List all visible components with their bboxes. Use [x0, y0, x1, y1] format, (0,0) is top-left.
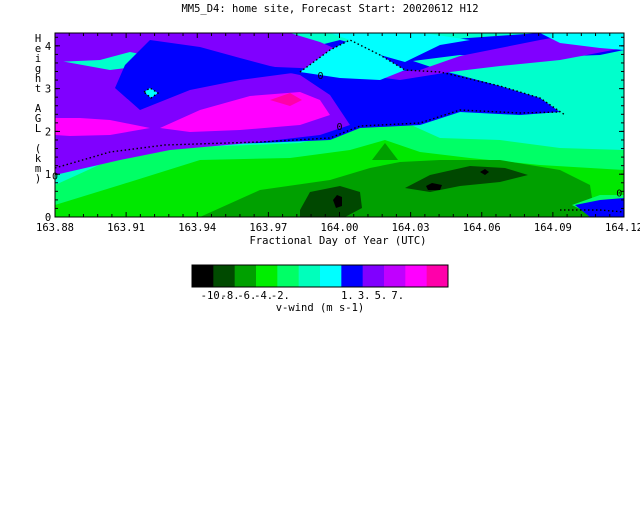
band-neg8-a [300, 186, 362, 217]
colorbar-swatch [256, 265, 278, 287]
colorbar-swatch [277, 265, 300, 287]
x-axis-label: Fractional Day of Year (UTC) [249, 235, 426, 247]
zero-contour-line-1 [55, 109, 561, 169]
colorbar-tick-label: 5. [375, 290, 388, 302]
zero-contour-line-3 [560, 209, 624, 213]
colorbar-swatch [426, 265, 449, 287]
colorbar-tick-label: -4. [254, 290, 273, 302]
colorbar-frame [191, 264, 449, 288]
contour-label-4: 0 [616, 188, 622, 199]
contour-label-3: 0 [336, 122, 342, 133]
x-tick-label: 164.12 [605, 222, 640, 234]
colorbar-tick-label: 7. [391, 290, 404, 302]
band-0-wedge [300, 40, 405, 80]
x-axis: 163.88 163.91 163.94 163.97 164.00 164.03 164.… [36, 33, 640, 234]
colorbar-label: v-wind (m s-1) [276, 302, 365, 314]
x-tick-label: 163.94 [178, 222, 216, 234]
colorbar-tick-label: -6. [237, 290, 256, 302]
zero-contour-lines [55, 39, 624, 213]
colorbar-swatch [320, 265, 342, 287]
colorbar-tick-label: 1. [341, 290, 354, 302]
y-tick-label: 3 [45, 84, 51, 96]
band-pos1-right [575, 198, 624, 217]
colorbar-swatch [192, 265, 214, 287]
x-tick-label: 164.00 [321, 222, 359, 234]
colorbar-swatch [213, 265, 236, 287]
colorbar-tick-label: -8. [221, 290, 240, 302]
x-tick-label: 164.03 [392, 222, 430, 234]
x-tick-label: 163.91 [107, 222, 145, 234]
contour-fills [55, 33, 624, 217]
y-tick-label: 1 [45, 169, 51, 181]
y-tick-label: 4 [45, 41, 51, 53]
band-pos5-left [55, 118, 150, 136]
x-tick-label: 164.06 [463, 222, 501, 234]
colorbar-tick-label: 3. [358, 290, 371, 302]
band-neg10-b [426, 183, 442, 190]
x-tick-label: 164.09 [534, 222, 572, 234]
band-pos1-upperleft [115, 40, 300, 110]
band-0-topright [540, 33, 624, 50]
chart-title: MM5_D4: home site, Forecast Start: 20020… [181, 3, 478, 15]
colorbar-tick-label: -10. [201, 290, 226, 302]
band-0-topmid [330, 33, 470, 62]
band-neg10-c [480, 169, 489, 175]
zero-contour-line-4 [143, 87, 160, 99]
contour-labels: 0 0 0 0 [52, 71, 622, 200]
colorbar-swatch [362, 265, 385, 287]
band-pos6 [270, 93, 302, 106]
plot-area: 0 0 0 0 [52, 32, 625, 218]
x-tick-label: 163.88 [36, 222, 74, 234]
contour-label-1: 0 [52, 171, 58, 182]
contour-label-2: 0 [318, 71, 324, 82]
zero-contour-line-2 [299, 39, 566, 116]
y-tick-label: 0 [45, 212, 51, 224]
colorbar-swatch [405, 265, 428, 287]
y-tick-label: 2 [45, 126, 51, 138]
colorbar-swatch [298, 265, 321, 287]
x-tick-label: 163.97 [249, 222, 287, 234]
band-neg10-a [333, 195, 342, 208]
colorbar: -10.-8.-6.-4.-2. 1. 3. 5. 7. [191, 264, 449, 302]
colorbar-swatch [234, 265, 257, 287]
band-neg6-spike [372, 143, 398, 160]
colorbar-tick-label: -2. [271, 290, 290, 302]
colorbar-swatch [384, 265, 406, 287]
colorbar-swatch [341, 265, 364, 287]
